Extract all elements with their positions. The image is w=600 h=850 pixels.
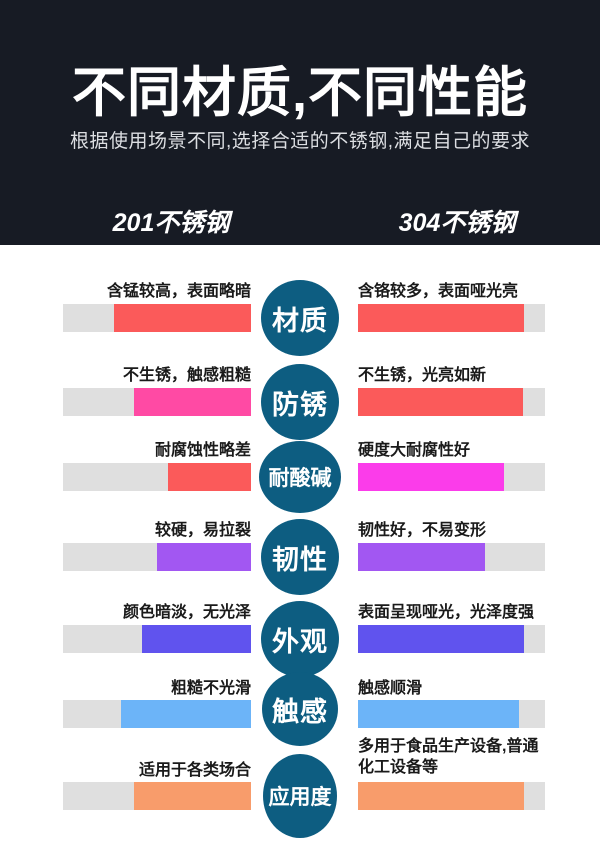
left-rating-track: [63, 625, 251, 653]
left-rating-track: [63, 543, 251, 571]
right-rating-track: [358, 782, 545, 810]
category-badge-label: 外观: [272, 626, 328, 657]
right-rating-track: [358, 625, 545, 653]
category-badge: 触感: [262, 672, 338, 746]
category-badge-label: 材质: [272, 305, 328, 336]
left-rating-fill: [113, 304, 251, 332]
left-rating-fill: [157, 543, 251, 571]
right-property-text: 韧性好，不易变形: [358, 522, 487, 539]
right-rating-track: [358, 700, 545, 728]
left-rating-track: [63, 388, 251, 416]
category-badge: 应用度: [263, 754, 337, 838]
right-rating-fill: [358, 782, 525, 810]
left-rating-fill: [141, 625, 251, 653]
left-rating-fill: [121, 700, 251, 728]
category-badge-label: 触感: [272, 696, 328, 727]
right-rating-fill: [358, 304, 525, 332]
page-title: 不同材质,不同性能: [71, 63, 528, 123]
left-rating-fill: [134, 782, 251, 810]
column-header-201: 201不锈钢: [112, 209, 230, 237]
right-rating-track: [358, 543, 545, 571]
header-banner: 不同材质,不同性能 根据使用场景不同,选择合适的不锈钢,满足自己的要求 201不…: [0, 0, 600, 245]
left-rating-track: [63, 463, 251, 491]
left-rating-fill: [134, 388, 251, 416]
column-header-304: 304不锈钢: [398, 209, 516, 237]
right-rating-track: [358, 463, 545, 491]
category-badge-label: 耐酸碱: [268, 467, 332, 490]
right-rating-track: [358, 304, 545, 332]
left-property-text: 颜色暗淡，无光泽: [122, 604, 251, 621]
left-property-text: 较硬，易拉裂: [154, 522, 251, 539]
left-rating-track: [63, 304, 251, 332]
left-rating-track: [63, 782, 251, 810]
right-rating-fill: [358, 543, 486, 571]
category-badge: 耐酸碱: [259, 441, 341, 513]
category-badge: 外观: [261, 601, 339, 677]
page-subtitle: 根据使用场景不同,选择合适的不锈钢,满足自己的要求: [69, 131, 531, 152]
right-rating-track: [358, 388, 545, 416]
left-rating-track: [63, 700, 251, 728]
right-rating-fill: [358, 388, 523, 416]
right-rating-fill: [358, 625, 525, 653]
category-badge: 材质: [261, 280, 339, 356]
right-property-text: 多用于食品生产设备,普通 化工设备等: [358, 738, 539, 776]
category-badge-label: 应用度: [268, 786, 332, 809]
left-property-text: 适用于各类场合: [138, 762, 251, 779]
left-property-text: 含锰较高，表面略暗: [106, 283, 251, 300]
category-badge: 韧性: [261, 519, 339, 595]
right-rating-fill: [358, 700, 519, 728]
left-property-text: 不生锈，触感粗糙: [122, 367, 251, 384]
right-property-text: 含铬较多，表面哑光亮: [358, 283, 519, 300]
category-badge: 防锈: [261, 364, 339, 440]
category-badge-label: 防锈: [272, 389, 328, 420]
left-property-text: 耐腐蚀性略差: [154, 442, 251, 459]
right-property-text: 硬度大耐腐性好: [358, 442, 471, 459]
right-property-text: 触感顺滑: [358, 680, 423, 697]
left-property-text: 粗糙不光滑: [170, 680, 251, 697]
right-property-text: 表面呈现哑光，光泽度强: [358, 604, 535, 621]
category-badge-label: 韧性: [272, 544, 328, 575]
left-rating-fill: [168, 463, 251, 491]
right-rating-fill: [358, 463, 504, 491]
right-property-text: 不生锈，光亮如新: [358, 367, 487, 384]
